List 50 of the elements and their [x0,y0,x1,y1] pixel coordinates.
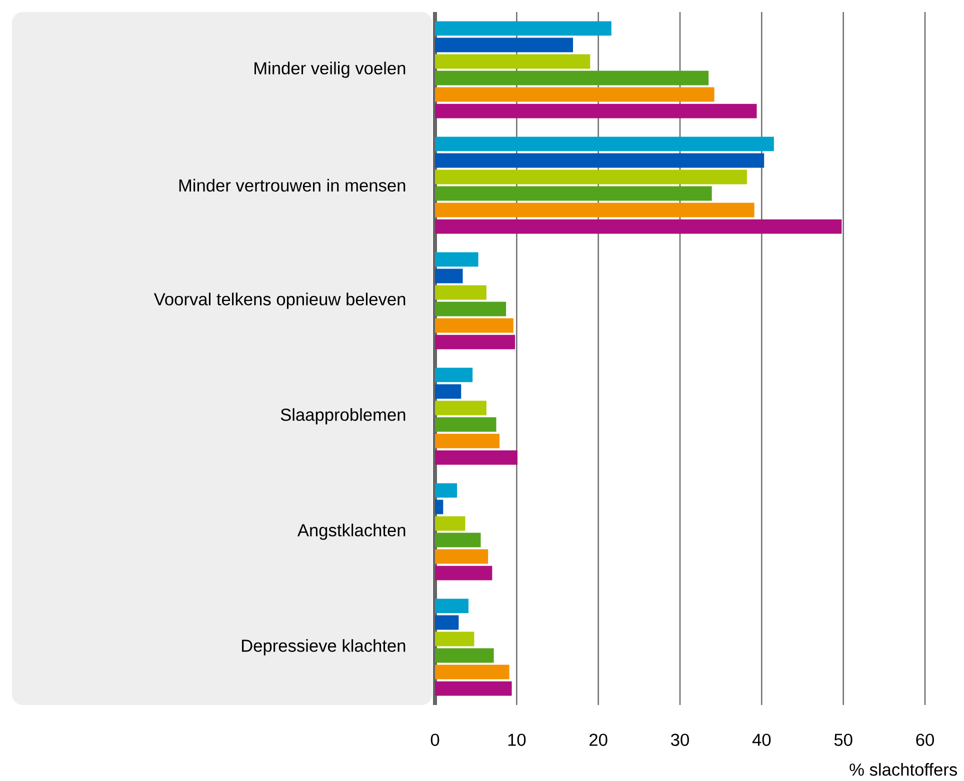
x-tick-label: 40 [752,734,771,746]
bar [435,549,488,564]
bar [435,516,466,531]
x-tick-label: 10 [508,734,526,746]
bar [435,70,709,86]
bar [435,153,764,168]
bar [435,434,500,448]
x-tick-label: 30 [671,734,689,746]
bar [435,566,492,580]
x-axis-title: % slachtoffers [850,763,957,776]
bar [435,87,714,102]
bar [435,368,473,382]
bar [435,252,478,267]
bar [435,54,590,69]
bar [435,38,574,52]
bar [435,648,494,663]
bar [435,318,514,333]
bar [435,219,842,234]
y-tick-label: Minder veilig voelen [254,62,406,78]
bar [435,136,774,152]
bar [435,334,516,350]
bar [435,400,486,416]
bar [435,632,474,646]
bar [435,450,518,465]
bar [435,681,512,696]
y-tick-label: Angstklachten [297,524,406,540]
bar [435,384,462,399]
y-tick-label: Depressieve klachten [242,639,406,656]
x-tick-label: 20 [590,734,608,746]
y-tick-label: Slaapproblemen [280,408,406,424]
bar [435,500,444,514]
bar [435,104,757,118]
bar [435,170,747,184]
y-tick-label: Voorval telkens opnieuw beleven [154,292,406,309]
bar [435,186,712,201]
bar [435,21,612,36]
bar [435,598,468,614]
x-tick-label: 50 [834,734,852,746]
bar [435,483,458,498]
y-tick-label: Minder vertrouwen in mensen [179,178,406,192]
x-tick-label: 0 [430,734,440,746]
x-tick-label: 60 [916,734,934,746]
bar [435,285,486,300]
bar [435,268,463,284]
bar [435,615,459,630]
bar [435,302,506,316]
bar [435,532,481,548]
bar [435,417,496,432]
bar [435,202,754,218]
bar [435,664,510,680]
